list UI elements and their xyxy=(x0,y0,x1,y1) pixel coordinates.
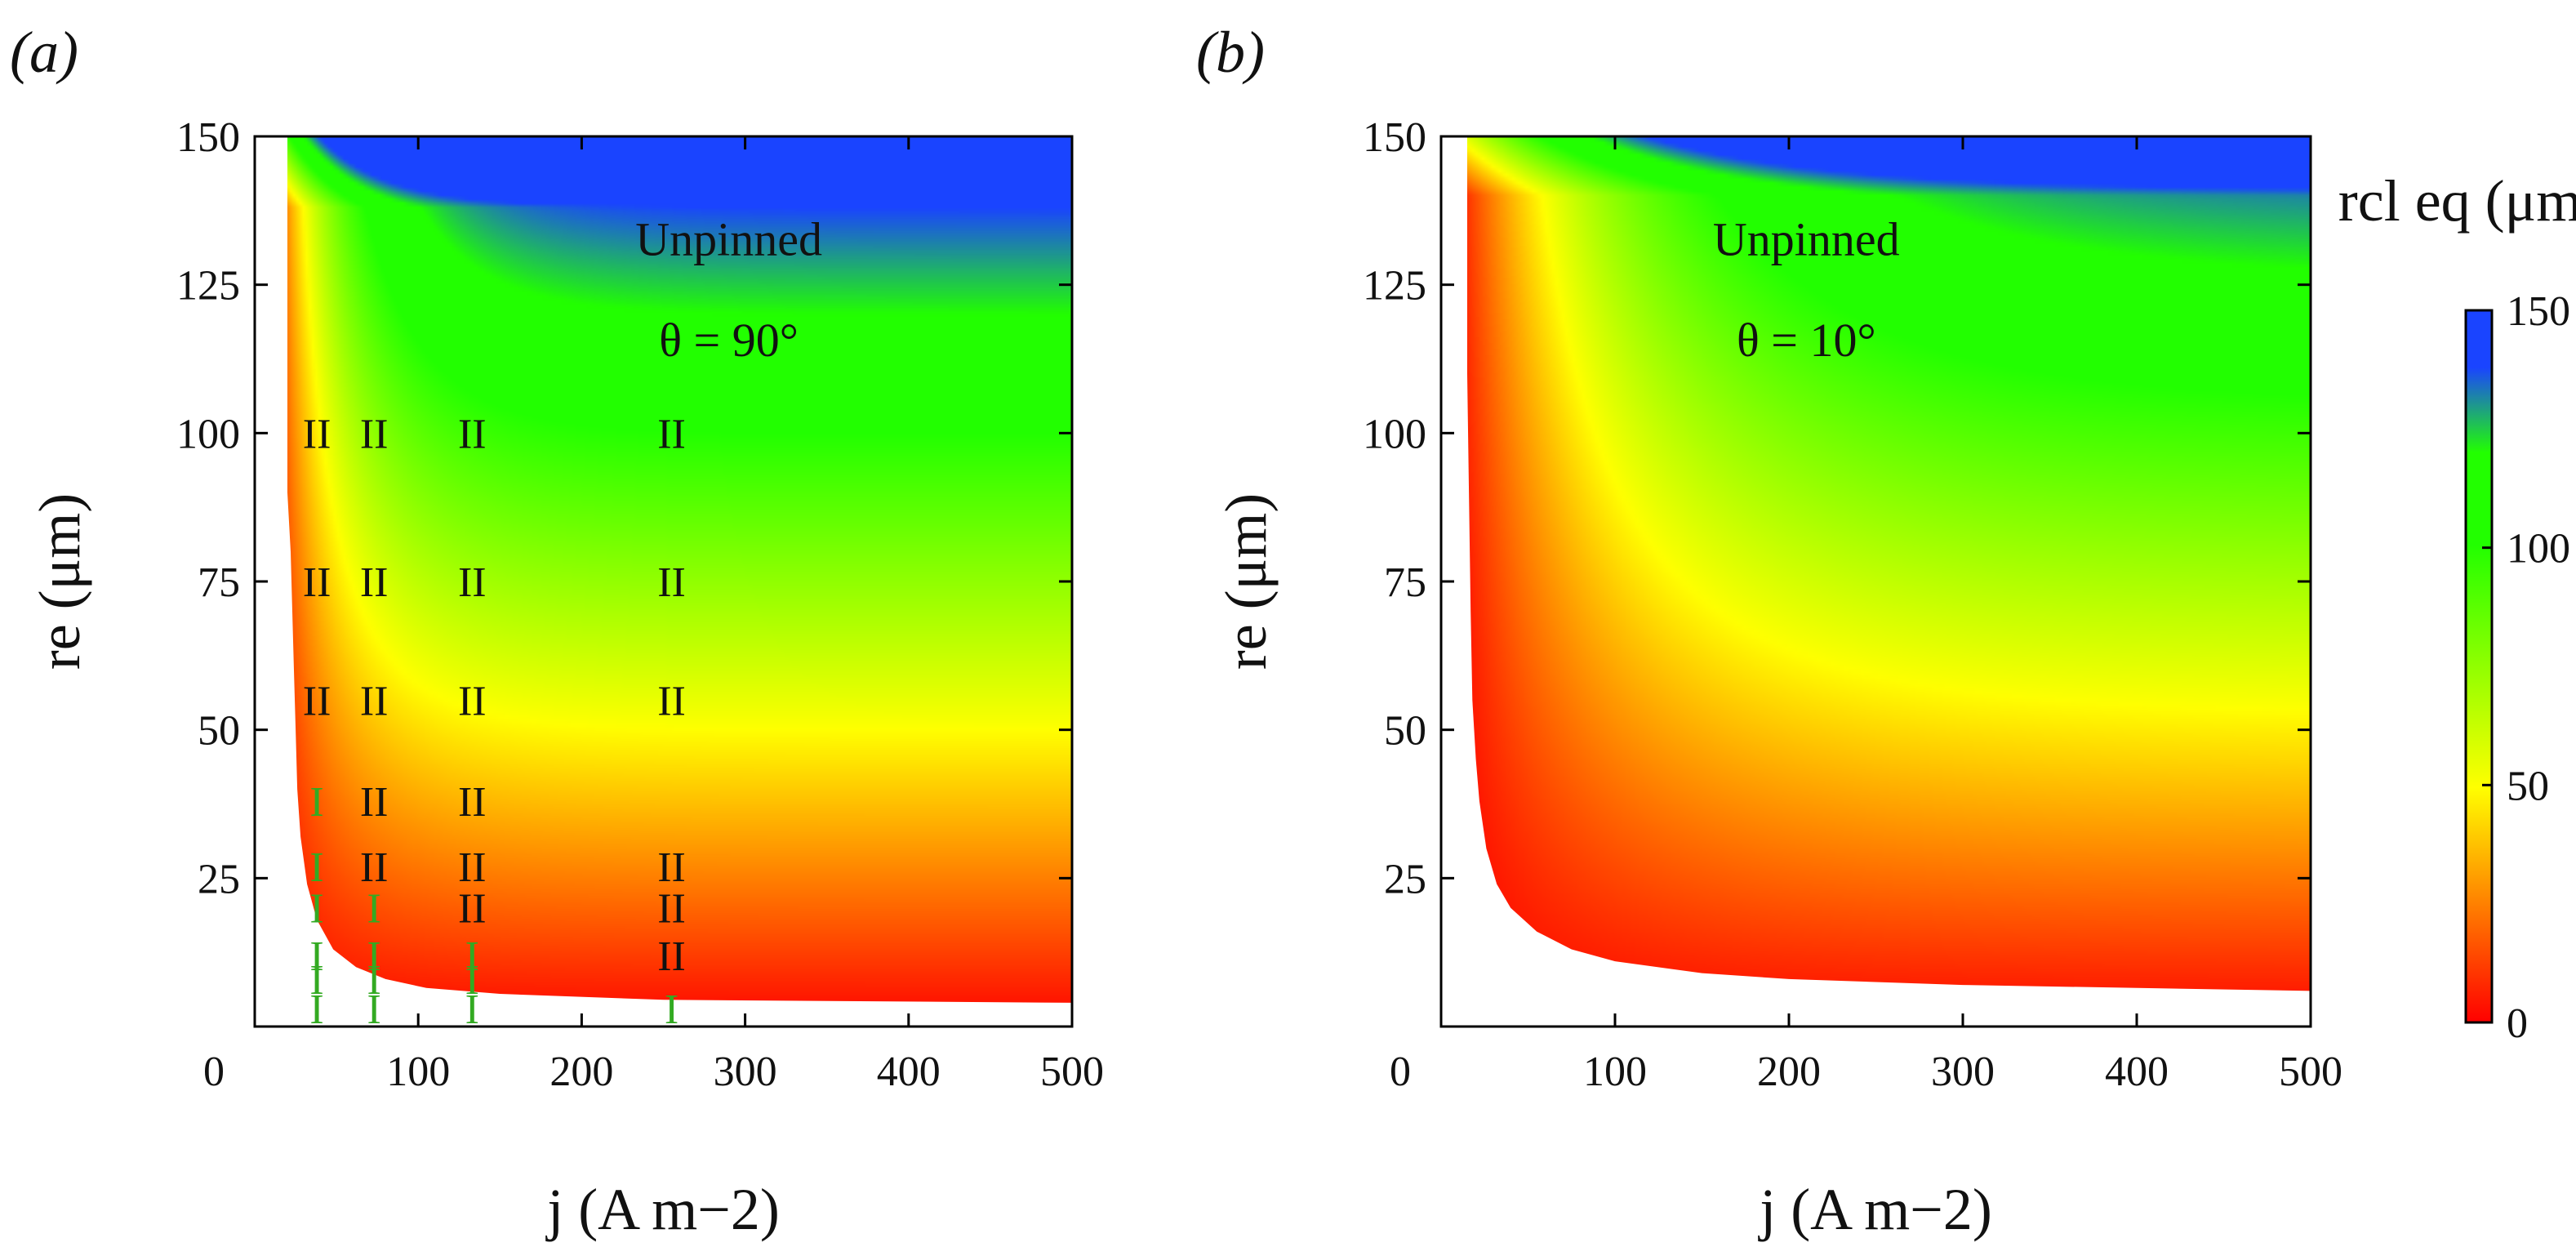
region-label-II: II xyxy=(458,559,487,606)
region-label-I: I xyxy=(367,987,380,1033)
colorbar-gradient xyxy=(2464,309,2494,1024)
panel-b-annotation-line-1: Unpinned xyxy=(1713,212,1900,265)
x-tick-label: 400 xyxy=(877,1049,941,1095)
y-tick-label: 50 xyxy=(1384,708,1426,755)
region-label-II: II xyxy=(657,559,686,606)
panel-b-tag: (b) xyxy=(1196,20,1265,85)
colorbar-ticks: 0 50 100 150 xyxy=(2482,288,2570,1047)
panel-b-heatmap xyxy=(1467,136,2311,991)
colorbar-tick-label: 150 xyxy=(2507,288,2570,335)
x-tick-label: 500 xyxy=(2279,1049,2342,1095)
x-tick-label: 0 xyxy=(1390,1049,1411,1095)
region-label-I: I xyxy=(465,957,479,1004)
x-tick-label: 400 xyxy=(2105,1049,2169,1095)
region-label-II: II xyxy=(303,678,331,724)
region-label-II: II xyxy=(458,844,487,891)
panel-a-ticks: 0 100 200 300 400 500 25 50 75 100 125 150 xyxy=(176,114,1104,1095)
region-label-II: II xyxy=(657,411,686,457)
panel-a-x-axis-title: j (A m−2) xyxy=(545,1177,780,1242)
region-label-I: I xyxy=(309,933,323,980)
panel-b-annotation-line-2: θ = 10° xyxy=(1737,314,1876,367)
panel-a-heatmap xyxy=(287,136,1072,1003)
region-label-II: II xyxy=(458,411,487,457)
panel-b-heatmap-image xyxy=(1467,136,2311,991)
region-label-I: I xyxy=(465,987,479,1033)
x-tick-label: 100 xyxy=(386,1049,450,1095)
x-tick-label: 200 xyxy=(1757,1049,1821,1095)
region-label-II: II xyxy=(360,779,389,826)
region-label-I: I xyxy=(367,957,380,1004)
panel-a-region-labels: IIIIIIIIIIIIIIIIIIIIIIIIIIIIIIIIIIIIIIII… xyxy=(303,411,686,1033)
region-label-I: I xyxy=(367,933,380,980)
colorbar-tick-label: 50 xyxy=(2507,763,2549,809)
panel-a-heatmap-image xyxy=(287,136,1072,1003)
region-label-II: II xyxy=(657,678,686,724)
region-label-II: II xyxy=(458,779,487,826)
colorbar-tick-label: 0 xyxy=(2507,1000,2528,1047)
region-label-I: I xyxy=(309,779,323,826)
y-tick-label: 150 xyxy=(176,114,240,161)
panel-a-tag: (a) xyxy=(10,20,78,85)
x-tick-label: 200 xyxy=(549,1049,613,1095)
region-label-I: I xyxy=(309,957,323,1004)
y-tick-label: 150 xyxy=(1363,114,1426,161)
x-tick-label: 100 xyxy=(1583,1049,1647,1095)
y-tick-label: 100 xyxy=(176,411,240,457)
y-tick-label: 25 xyxy=(1384,856,1426,902)
region-label-II: II xyxy=(303,559,331,606)
region-label-I: I xyxy=(309,844,323,891)
colorbar-title: rcl eq (μm) xyxy=(2338,168,2576,234)
region-label-II: II xyxy=(360,844,389,891)
region-label-I: I xyxy=(665,987,678,1033)
region-label-II: II xyxy=(458,678,487,724)
y-tick-label: 75 xyxy=(198,559,240,606)
panel-a-annotation-line-2: θ = 90° xyxy=(659,314,799,367)
y-tick-label: 50 xyxy=(198,708,240,755)
region-label-I: I xyxy=(367,886,380,933)
region-label-II: II xyxy=(360,411,389,457)
panel-b-x-axis-title: j (A m−2) xyxy=(1757,1177,1992,1242)
region-label-II: II xyxy=(657,886,686,933)
region-label-I: I xyxy=(465,933,479,980)
x-tick-label: 300 xyxy=(714,1049,777,1095)
x-tick-label: 500 xyxy=(1040,1049,1104,1095)
y-tick-label: 75 xyxy=(1384,559,1426,606)
x-tick-label: 0 xyxy=(203,1049,225,1095)
region-label-I: I xyxy=(309,987,323,1033)
panel-b: 0 100 200 300 400 500 25 50 75 100 125 150 (b) Unpi… xyxy=(1196,20,2342,1242)
region-label-I: I xyxy=(309,886,323,933)
panel-b-ticks: 0 100 200 300 400 500 25 50 75 100 125 150 xyxy=(1363,114,2342,1095)
y-tick-label: 25 xyxy=(198,856,240,902)
x-tick-label: 300 xyxy=(1931,1049,1995,1095)
region-label-II: II xyxy=(657,844,686,891)
region-label-II: II xyxy=(657,933,686,980)
y-tick-label: 125 xyxy=(176,263,240,310)
panel-a-annotation-line-1: Unpinned xyxy=(635,212,822,265)
region-label-II: II xyxy=(360,678,389,724)
region-label-II: II xyxy=(458,886,487,933)
panel-b-y-axis-title: re (μm) xyxy=(1213,493,1279,670)
region-label-II: II xyxy=(360,559,389,606)
panel-a-y-axis-title: re (μm) xyxy=(27,493,92,670)
region-label-II: II xyxy=(303,411,331,457)
y-tick-label: 100 xyxy=(1363,411,1426,457)
y-tick-label: 125 xyxy=(1363,263,1426,310)
colorbar-tick-label: 100 xyxy=(2507,526,2570,572)
colorbar: 0 50 100 150 rcl eq (μm) xyxy=(2338,168,2576,1047)
